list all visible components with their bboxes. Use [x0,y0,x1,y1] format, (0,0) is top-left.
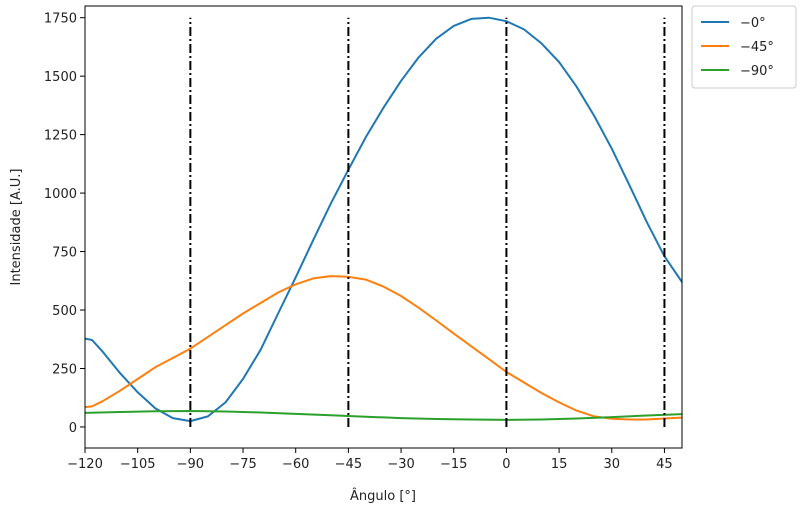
plot-frame [84,5,683,449]
x-tick-label: −105 [120,457,156,472]
y-tick-label: 750 [52,246,77,261]
x-tick-label: −30 [387,457,414,472]
x-axis-label: Ângulo [°] [350,488,416,504]
vertical-reference-lines [189,17,666,427]
y-tick-label: 1000 [44,187,77,202]
series-line-1 [85,16,682,423]
legend-label: −45° [740,40,774,55]
y-axis-label: Intensidade [A.U.] [9,169,24,286]
y-tick-label: 500 [52,304,77,319]
series-lines [85,16,682,423]
x-axis-ticks: −120 −105 −90 −75 −60 −45 −30 −15 0 15 30 45 [67,448,673,472]
series-line-3 [85,410,682,421]
x-tick-label: 30 [603,457,620,472]
y-tick-label: 250 [52,362,77,377]
x-tick-label: −120 [67,457,103,472]
x-tick-label: −60 [282,457,309,472]
x-tick-label: −90 [177,457,204,472]
x-tick-label: −15 [440,457,467,472]
y-tick-label: 1750 [44,12,77,27]
y-tick-label: 1250 [44,129,77,144]
legend-label: −0° [740,16,766,31]
x-tick-label: 0 [502,457,510,472]
x-tick-label: 45 [656,457,673,472]
series-line-2 [85,275,682,421]
x-tick-label: 15 [551,457,568,472]
y-tick-label: 1500 [44,70,77,85]
legend-label: −90° [740,64,774,79]
y-tick-label: 0 [69,421,77,436]
y-axis-ticks: 0 250 500 750 1000 1250 1500 1750 [44,12,85,436]
legend: −0° −45° −90° [691,5,797,89]
x-tick-label: −45 [335,457,362,472]
legend-box [691,5,797,89]
x-tick-label: −75 [229,457,256,472]
